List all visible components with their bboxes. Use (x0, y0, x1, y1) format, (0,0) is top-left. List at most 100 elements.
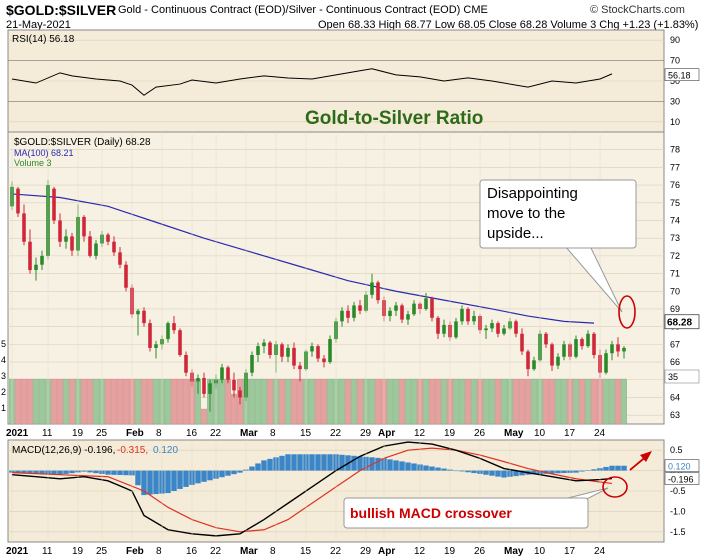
macd-hist-bar (405, 462, 411, 471)
volume-bar (93, 378, 99, 425)
candle-body (622, 347, 626, 352)
macd-hist-bar (201, 470, 207, 482)
volume-tick-label: 2 (1, 387, 6, 397)
macd-hist-bar (591, 469, 597, 471)
volume-bar (261, 378, 267, 425)
rsi-value-box (664, 68, 700, 81)
macd-hist-bar (165, 470, 171, 494)
x-tick-label: 29 (360, 546, 372, 557)
candle-body (112, 241, 116, 253)
volume-bar (453, 378, 459, 425)
macd-hist-bar (261, 460, 267, 471)
price-tick-label: 67 (670, 339, 680, 349)
macd-hist-bar (513, 470, 519, 477)
volume-bar (321, 378, 327, 425)
macd-value-label: -0.196 (668, 475, 694, 485)
volume-bar (489, 378, 495, 425)
candle-body (484, 328, 488, 331)
volume-bar (15, 378, 21, 425)
last-price-label: 68.28 (667, 318, 692, 329)
candle-body (544, 333, 548, 345)
candle-body (256, 346, 260, 355)
macd-hist-bar (249, 466, 255, 471)
candle-body (328, 339, 332, 363)
macd-hist-bar (411, 463, 417, 471)
volume-bar (357, 378, 363, 425)
macd-hist-bar (585, 470, 591, 471)
candle-body (424, 298, 428, 309)
macd-hist-bar (309, 454, 315, 471)
volume-bar (543, 378, 549, 425)
candle-body (250, 354, 254, 373)
rsi-tick-label: 10 (670, 117, 680, 127)
candle-body (226, 367, 230, 380)
x-tick-label: Feb (126, 546, 144, 557)
macd-hist-bar (195, 470, 201, 484)
macd-hist-bar (69, 470, 75, 474)
x-axis-macd: 2021 11 19 25 Feb 8 16 22 Mar 8 15 22 29 Apr 12 19 26 May… (6, 440, 606, 557)
rsi-tick-label: 70 (670, 56, 680, 66)
volume-bar (615, 378, 621, 425)
macd-hist-bar (267, 458, 273, 471)
candle-body (502, 328, 506, 334)
macd-lines (11, 441, 613, 537)
macd-hist-bar (429, 466, 435, 471)
candle-body (346, 310, 350, 318)
volume-bar (267, 378, 273, 425)
price-tick-label: 78 (670, 145, 680, 155)
x-tick-label: 16 (186, 428, 198, 439)
volume-bar (225, 378, 231, 425)
volume-bar (411, 378, 417, 425)
volume-bar (315, 378, 321, 425)
candle-body (82, 216, 86, 237)
macd-hist-bar (123, 470, 129, 476)
rsi-axis: 10 30 50 70 90 56.18 (664, 35, 700, 127)
volume-value-box (664, 369, 700, 384)
macd-hist-bar (489, 470, 495, 476)
x-tick-label: Feb (126, 428, 144, 439)
price-tick-label: 70 (670, 286, 680, 296)
macd-hist-bar (177, 470, 183, 489)
volume-bar (177, 378, 183, 425)
rsi-tick-label: 50 (670, 76, 680, 86)
volume-bar (561, 378, 567, 425)
x-axis-main: 2021 11 19 25 Feb 8 16 22 Mar 8 15 22 29 Apr 12 19 26 May… (6, 132, 606, 439)
volume-tick-label: 4 (1, 355, 6, 365)
price-tick-label: 75 (670, 198, 680, 208)
macd-hist-bar (111, 470, 117, 475)
macd-hist-bar (81, 470, 87, 472)
x-tick-label: Mar (240, 546, 258, 557)
volume-bar (603, 378, 609, 425)
volume-bar (297, 378, 303, 425)
ma100-line (11, 193, 595, 324)
candle-body (196, 377, 200, 382)
x-tick-label: 19 (444, 546, 456, 557)
x-tick-label: 17 (564, 546, 576, 557)
candle-body (400, 305, 404, 320)
candle-body (106, 234, 110, 242)
candle-body (460, 308, 464, 322)
macd-hist-bar (51, 470, 57, 475)
ma100-path (11, 193, 595, 324)
volume-bar (519, 378, 525, 425)
x-tick-label: 12 (414, 428, 426, 439)
callout-line-1: Disappointing (487, 185, 578, 202)
macd-hist-bar (297, 454, 303, 471)
macd-hist-bar (393, 460, 399, 471)
macd-legend: MACD(12,26,9) -0.196, (12, 445, 115, 456)
volume-bar (555, 378, 561, 425)
candle-body (490, 323, 494, 329)
macd-hist-bar (21, 470, 27, 474)
macd-hist-bar (351, 455, 357, 471)
macd-hist-bar (573, 470, 579, 473)
volume-bar (87, 378, 93, 425)
candle-body (442, 324, 446, 334)
macd-signal-line (11, 447, 613, 533)
macd-hist-legend: 0.120 (153, 445, 178, 456)
macd-hist-bar (237, 470, 243, 473)
macd-hist-bar (453, 470, 459, 472)
volume-bar (399, 378, 405, 425)
candle-body (28, 241, 32, 271)
macd-hist-bar (207, 470, 213, 481)
candle-body (562, 344, 566, 357)
